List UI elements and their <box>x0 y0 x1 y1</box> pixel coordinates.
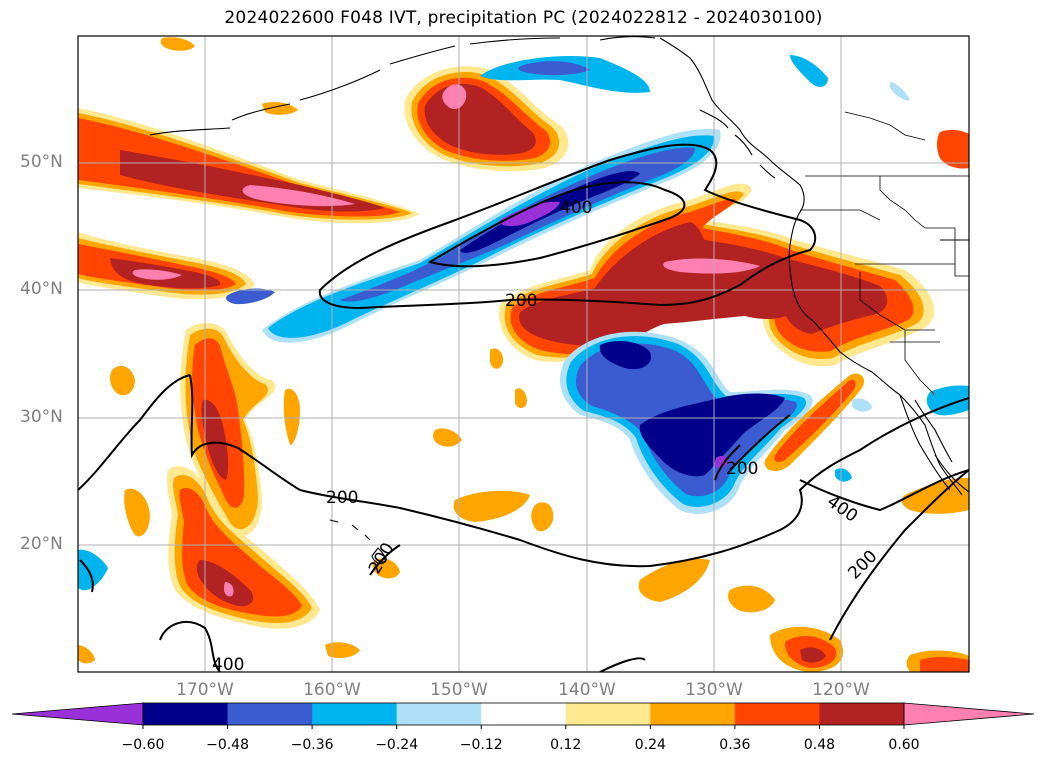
colorbar-tick-label: −0.48 <box>206 737 249 753</box>
lon-label-170w: 170°W <box>176 680 234 700</box>
colorbar-extend-low <box>11 702 144 726</box>
colorbar-tick-label: −0.24 <box>375 737 419 753</box>
lat-label-40n: 40°N <box>20 279 63 299</box>
colorbar-segment <box>227 703 313 725</box>
lon-label-160w: 160°W <box>303 680 361 700</box>
map-title: 2024022600 F048 IVT, precipitation PC (2… <box>224 8 823 28</box>
positive-region-south <box>638 373 969 672</box>
colorbar <box>11 702 1035 729</box>
positive-blob-small-8 <box>490 348 504 369</box>
colorbar-tick-label: 0.60 <box>888 737 920 753</box>
ivt-contours <box>78 143 969 672</box>
lat-label-50n: 50°N <box>20 152 63 172</box>
colorbar-tick-label: 0.12 <box>550 737 582 753</box>
colorbar-segment <box>819 703 905 725</box>
map-frame <box>77 35 970 673</box>
negative-blob-small-6 <box>852 398 872 412</box>
negative-blob-small-4 <box>78 549 108 591</box>
positive-blob-small-5 <box>531 502 554 532</box>
negative-patch-alaska-core <box>518 61 590 76</box>
positive-blob-small-10 <box>160 37 195 51</box>
lon-label-150w: 150°W <box>430 680 488 700</box>
colorbar-segment <box>396 703 482 725</box>
negative-blob-small-5 <box>926 385 969 416</box>
positive-blob-small-2 <box>124 488 150 537</box>
lon-label-140w: 140°W <box>558 680 616 700</box>
colorbar-segment <box>565 703 651 725</box>
map-layers: 400 200 200 200 400 200 200 400 <box>78 36 969 675</box>
negative-blob-small-3 <box>890 82 910 101</box>
positive-band-north-pacific <box>78 108 420 224</box>
colorbar-frame <box>142 702 905 726</box>
positive-blob-small-13 <box>325 642 360 658</box>
positive-blob-small-4 <box>453 490 530 522</box>
colorbar-segment <box>143 703 229 725</box>
positive-blob-small-11 <box>262 102 298 115</box>
contour-label: 200 <box>726 459 758 479</box>
colorbar-tick-label: 0.36 <box>719 737 751 753</box>
colorbar-tick-label: −0.12 <box>459 737 503 753</box>
negative-blob-small-7 <box>835 468 852 482</box>
colorbar-tick-label: 0.24 <box>634 737 666 753</box>
contour-label: 400 <box>560 198 592 218</box>
positive-blob-small-6 <box>433 428 462 447</box>
coastlines <box>149 36 969 565</box>
positive-region-central <box>499 183 935 367</box>
political-borders <box>800 111 969 396</box>
colorbar-segment <box>481 703 567 725</box>
positive-blob-small-1 <box>110 365 135 396</box>
colorbar-segment <box>650 703 736 725</box>
colorbar-tick-label: 0.48 <box>803 737 836 753</box>
colorbar-tick-label: −0.36 <box>290 737 334 753</box>
contour-label: 200 <box>505 291 537 311</box>
colorbar-extend-high <box>903 702 1035 726</box>
positive-blob-small-12 <box>78 645 95 664</box>
lon-label-130w: 130°W <box>685 680 743 700</box>
positive-blob-42n <box>78 232 255 300</box>
negative-blob-small-2 <box>790 55 828 87</box>
lat-label-30n: 30°N <box>20 407 63 427</box>
lat-label-20n: 20°N <box>20 534 63 554</box>
positive-blob-small-3 <box>283 388 300 445</box>
colorbar-segment <box>312 703 398 725</box>
negative-blob-small-1 <box>226 288 275 305</box>
positive-blob-small-7 <box>515 388 527 409</box>
positive-blob-northeast <box>937 129 969 169</box>
lon-label-120w: 120°W <box>812 680 870 700</box>
colorbar-segment <box>734 703 820 725</box>
contour-label: 400 <box>212 655 244 675</box>
colorbar-tick-label: −0.60 <box>121 737 165 753</box>
gridlines <box>78 36 969 672</box>
positive-blob-gulf-alaska <box>404 66 569 172</box>
contour-label: 200 <box>326 488 358 508</box>
